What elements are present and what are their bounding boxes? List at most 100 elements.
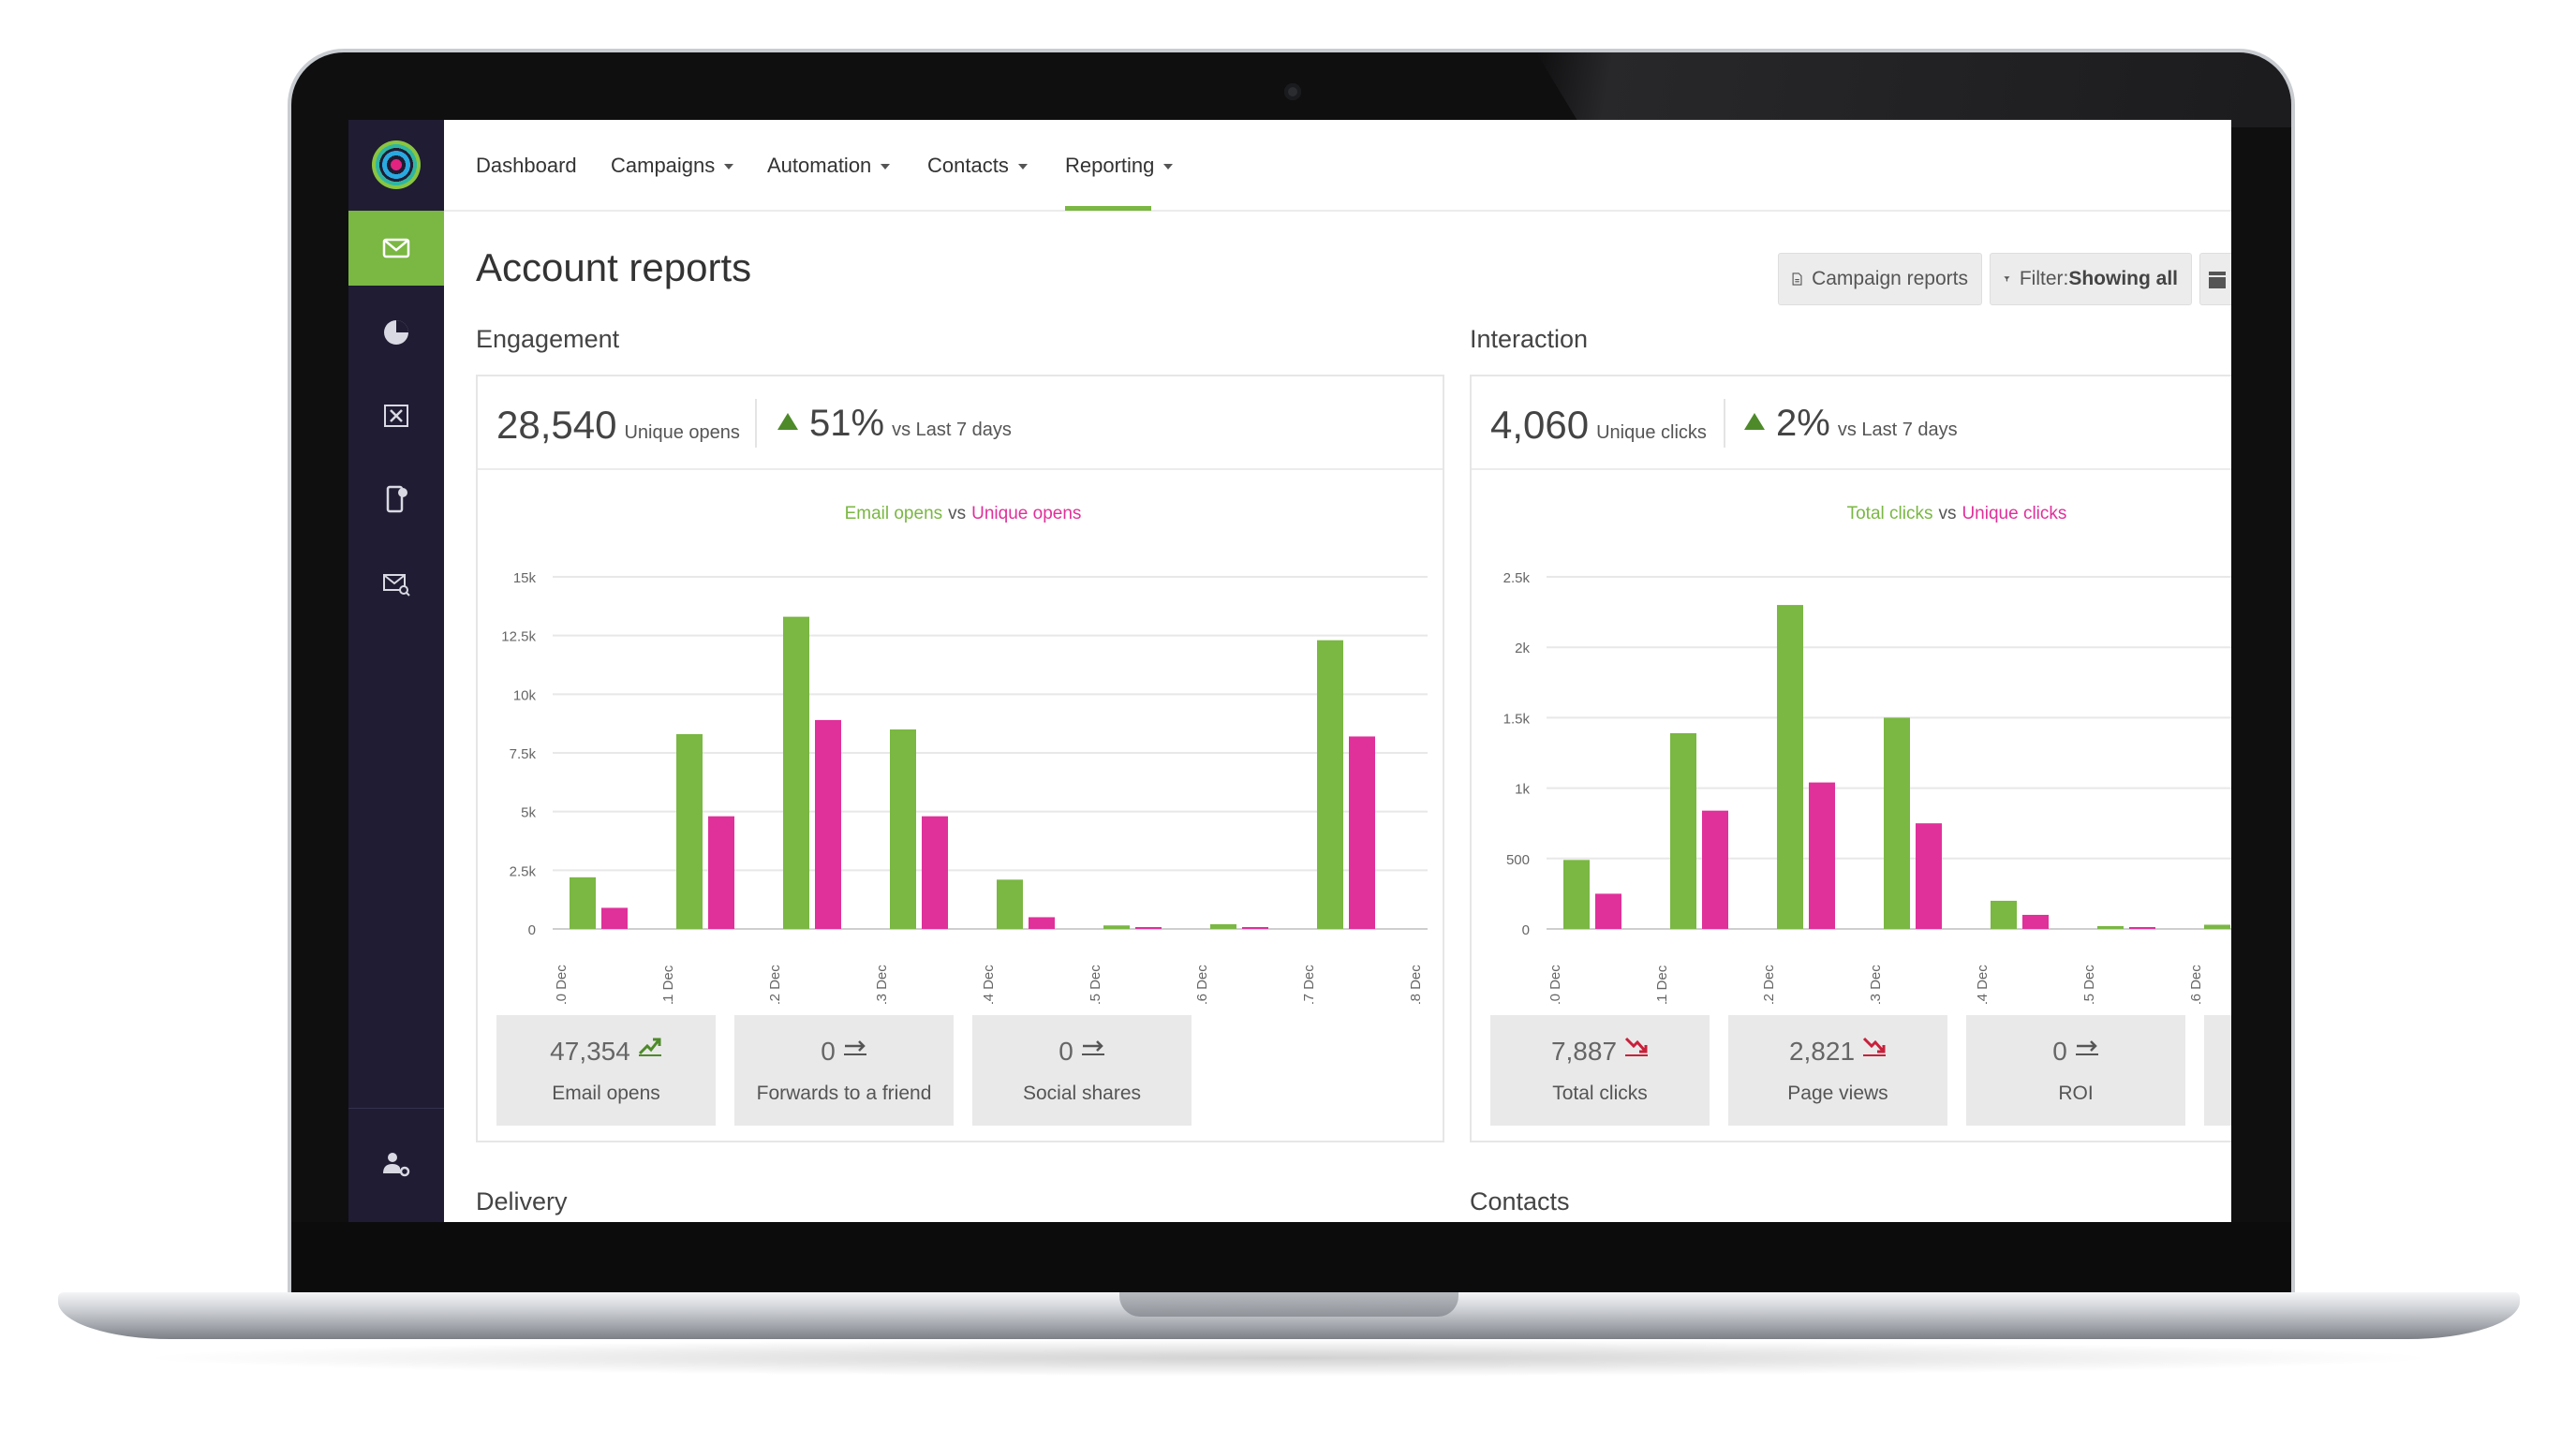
campaign-reports-button[interactable]: Campaign reports (1778, 253, 1982, 305)
y-tick-label: 2k (1515, 641, 1530, 656)
app-screen: Dashboard Campaigns Automation Contacts … (348, 120, 2231, 1222)
x-tick-label: 13 Dec (874, 965, 890, 1004)
tile-value: 47,354 (496, 1036, 716, 1067)
laptop-notch (1119, 1292, 1458, 1317)
y-tick-label: 12.5k (501, 629, 536, 645)
bar-green (1317, 640, 1343, 929)
x-tick-label: 16 Dec (2188, 965, 2204, 1004)
logo-icon[interactable] (372, 140, 421, 189)
unique-opens-kpi: 28,540 Unique opens (496, 403, 740, 447)
roi-tile[interactable]: 0 ROI (1966, 1015, 2185, 1126)
pie-chart-icon[interactable] (348, 295, 444, 370)
engagement-panel: 28,540 Unique opens 51% vs Last 7 days Ema… (476, 375, 1444, 1142)
bar-green (890, 729, 916, 929)
bar-green (997, 879, 1023, 929)
forwards-tile[interactable]: 0 Forwards to a friend (734, 1015, 954, 1126)
y-tick-label: 15k (513, 570, 537, 586)
y-tick-label: 10k (513, 687, 537, 703)
bar-pink (2022, 914, 2049, 929)
trend-up-icon (638, 1038, 661, 1056)
clicks-change-kpi: 2% vs Last 7 days (1744, 403, 1958, 445)
bar-green (1103, 925, 1130, 929)
laptop-shadow (131, 1339, 2445, 1377)
x-tick-label: 10 Dec (554, 965, 570, 1004)
trend-flat-icon (2075, 1040, 2098, 1055)
x-tick-label: 15 Dec (2081, 965, 2097, 1004)
x-tick-label: 17 Dec (1301, 965, 1317, 1004)
nav-campaigns[interactable]: Campaigns (611, 154, 734, 178)
nav-dashboard[interactable]: Dashboard (476, 154, 577, 177)
bar-green (2204, 924, 2230, 929)
y-tick-label: 7.5k (510, 746, 537, 762)
x-tick-label: 14 Dec (1975, 965, 1991, 1004)
x-tick-label: 11 Dec (1654, 965, 1670, 1004)
filter-button[interactable]: Filter: Showing all (1990, 253, 2192, 305)
nav-reporting[interactable]: Reporting (1065, 154, 1174, 178)
webcam (1284, 83, 1301, 100)
bar-pink (1135, 927, 1162, 929)
total-clicks-tile[interactable]: 7,887 Total clicks (1490, 1015, 1710, 1126)
bar-pink (815, 719, 841, 929)
laptop-bezel (291, 1222, 2291, 1295)
tile-value: 7,887 (1490, 1036, 1710, 1067)
sidebar (348, 120, 444, 1222)
x-tick-label: 18 Dec (1408, 965, 1424, 1004)
bar-green (1884, 717, 1910, 929)
interaction-title: Interaction (1470, 325, 1589, 353)
calendar-icon (2209, 272, 2226, 288)
arrow-up-icon (777, 413, 798, 430)
y-tick-label: 5k (521, 805, 536, 821)
y-tick-label: 0 (528, 922, 536, 938)
social-shares-tile[interactable]: 0 Social shares (972, 1015, 1192, 1126)
bar-pink (922, 816, 948, 929)
y-tick-label: 1k (1515, 782, 1530, 798)
trend-down-icon (1624, 1037, 1649, 1056)
trend-down-icon (1862, 1037, 1887, 1056)
email-opens-tile[interactable]: 47,354 Email opens (496, 1015, 716, 1126)
x-tick-label: 12 Dec (1761, 965, 1777, 1004)
kpi-divider (1724, 399, 1725, 448)
bar-pink (601, 907, 628, 929)
bar-green (2097, 925, 2124, 929)
y-tick-label: 2.5k (510, 863, 537, 879)
interaction-panel: 4,060 Unique clicks 2% vs Last 7 days Tota… (1470, 375, 2231, 1142)
engagement-chart-legend: Email opens vs Unique opens (845, 504, 1082, 523)
x-tick-label: 11 Dec (660, 965, 676, 1004)
mail-search-icon[interactable] (348, 546, 444, 621)
funnel-icon (2004, 276, 2010, 282)
bar-green (1563, 860, 1590, 929)
x-tick-label: 16 Dec (1194, 965, 1210, 1004)
excel-icon[interactable] (348, 378, 444, 453)
sidebar-divider (348, 1108, 444, 1109)
engagement-title: Engagement (476, 325, 620, 353)
contacts-title: Contacts (1470, 1187, 1570, 1215)
x-tick-label: 10 Dec (1547, 965, 1563, 1004)
bar-green (1991, 900, 2017, 929)
chevron-down-icon (1163, 164, 1174, 170)
bar-pink (1349, 736, 1375, 929)
bar-pink (1702, 810, 1728, 929)
partial-tile[interactable] (2204, 1015, 2231, 1126)
mobile-icon[interactable] (348, 462, 444, 537)
chevron-down-icon (1017, 164, 1028, 170)
nav-automation[interactable]: Automation (767, 154, 891, 178)
bar-green (676, 733, 703, 929)
top-navigation: Dashboard Campaigns Automation Contacts … (444, 120, 2231, 212)
user-settings-icon[interactable] (348, 1127, 444, 1201)
unique-clicks-kpi: 4,060 Unique clicks (1490, 403, 1707, 447)
engagement-kpi-header: 28,540 Unique opens 51% vs Last 7 days (478, 376, 1443, 470)
page-title: Account reports (476, 245, 752, 289)
bar-pink (708, 816, 734, 929)
email-icon[interactable] (348, 211, 444, 286)
calendar-button[interactable] (2199, 253, 2231, 305)
nav-contacts[interactable]: Contacts (927, 154, 1028, 178)
bar-pink (1809, 782, 1835, 929)
interaction-chart: Total clicks vs Unique clicks 0 500 1k 1.5k 2k… (1503, 504, 2231, 1004)
y-tick-label: 500 (1506, 852, 1530, 868)
bar-green (570, 877, 596, 929)
y-tick-label: 2.5k (1503, 570, 1531, 586)
tile-value: 0 (1966, 1036, 2185, 1067)
page-views-tile[interactable]: 2,821 Page views (1728, 1015, 1947, 1126)
opens-change-kpi: 51% vs Last 7 days (777, 403, 1012, 445)
bar-green (1210, 923, 1236, 929)
